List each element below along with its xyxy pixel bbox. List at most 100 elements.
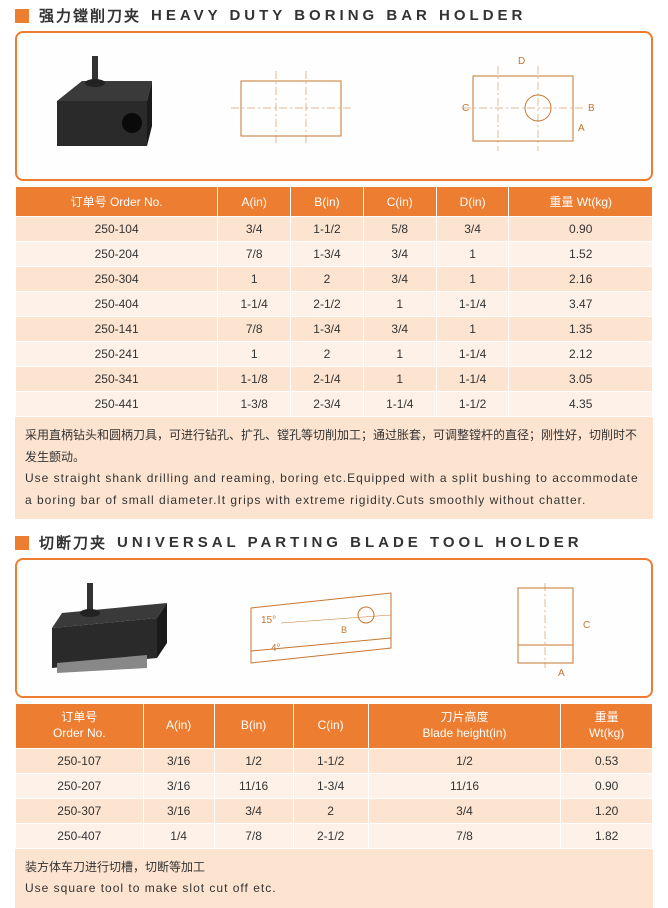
desc-en: Use straight shank drilling and reaming,…: [25, 468, 643, 511]
table-cell: 250-104: [16, 217, 218, 242]
table-cell: 2-1/2: [293, 823, 368, 848]
section1-desc: 采用直柄钻头和圆柄刀具，可进行钻孔、扩孔、镗孔等切削加工；通过胀套，可调整镗杆的…: [15, 417, 653, 519]
svg-text:A: A: [578, 123, 585, 134]
table-cell: 250-204: [16, 242, 218, 267]
table-header: C(in): [363, 187, 436, 217]
table-cell: 1-1/8: [218, 367, 291, 392]
table-header: A(in): [218, 187, 291, 217]
table-cell: 3/4: [363, 242, 436, 267]
table-cell: 250-404: [16, 292, 218, 317]
section2-header: 切断刀夹 UNIVERSAL PARTING BLADE TOOL HOLDER: [0, 527, 668, 558]
section1-title-en: HEAVY DUTY BORING BAR HOLDER: [151, 7, 526, 24]
svg-text:C: C: [583, 620, 590, 631]
svg-text:D: D: [518, 56, 525, 67]
table-cell: 1.52: [509, 242, 653, 267]
table-cell: 3.05: [509, 367, 653, 392]
table-row: 250-4071/47/82-1/27/81.82: [16, 823, 653, 848]
table-cell: 1-3/8: [218, 392, 291, 417]
table-cell: 1: [436, 267, 509, 292]
table-cell: 2-3/4: [291, 392, 364, 417]
table-cell: 1-3/4: [291, 242, 364, 267]
table-row: 250-304123/412.16: [16, 267, 653, 292]
table-cell: 7/8: [214, 823, 293, 848]
desc-en: Use square tool to make slot cut off etc…: [25, 878, 643, 900]
svg-text:15°: 15°: [261, 615, 276, 626]
tech-drawing-1: D B A C: [177, 43, 641, 169]
table-cell: 5/8: [363, 217, 436, 242]
table-header: 重量 Wt(kg): [509, 187, 653, 217]
svg-text:4°: 4°: [271, 643, 281, 654]
table-cell: 1.35: [509, 317, 653, 342]
section1-title-cn: 强力镗削刀夹: [39, 5, 141, 26]
table-cell: 1/2: [368, 748, 561, 773]
table-cell: 1-1/2: [291, 217, 364, 242]
table-cell: 4.35: [509, 392, 653, 417]
table-cell: 2: [293, 798, 368, 823]
table-cell: 3/4: [214, 798, 293, 823]
table-cell: 250-107: [16, 748, 144, 773]
table-cell: 3/4: [363, 317, 436, 342]
table-cell: 1-1/4: [436, 367, 509, 392]
svg-text:B: B: [588, 103, 595, 114]
section1-table: 订单号 Order No.A(in)B(in)C(in)D(in)重量 Wt(k…: [15, 186, 653, 417]
table-cell: 2-1/4: [291, 367, 364, 392]
table-cell: 1-1/4: [436, 342, 509, 367]
table-row: 250-4041-1/42-1/211-1/43.47: [16, 292, 653, 317]
table-cell: 1: [363, 367, 436, 392]
section2-title-en: UNIVERSAL PARTING BLADE TOOL HOLDER: [117, 534, 583, 551]
section2-table: 订单号Order No.A(in)B(in)C(in)刀片高度Blade hei…: [15, 703, 653, 848]
table-cell: 11/16: [214, 773, 293, 798]
svg-text:B: B: [341, 625, 347, 635]
table-cell: 3/16: [143, 773, 214, 798]
table-cell: 1-3/4: [293, 773, 368, 798]
section1-header: 强力镗削刀夹 HEAVY DUTY BORING BAR HOLDER: [0, 0, 668, 31]
table-cell: 250-307: [16, 798, 144, 823]
bullet-icon: [15, 9, 29, 23]
table-header: D(in): [436, 187, 509, 217]
table-row: 250-3411-1/82-1/411-1/43.05: [16, 367, 653, 392]
table-cell: 1-3/4: [291, 317, 364, 342]
desc-cn: 采用直柄钻头和圆柄刀具，可进行钻孔、扩孔、镗孔等切削加工；通过胀套，可调整镗杆的…: [25, 425, 643, 468]
table-cell: 3/16: [143, 798, 214, 823]
table-cell: 7/8: [368, 823, 561, 848]
table-cell: 2: [291, 342, 364, 367]
table-cell: 2: [291, 267, 364, 292]
table-cell: 0.90: [509, 217, 653, 242]
table-row: 250-2073/1611/161-3/411/160.90: [16, 773, 653, 798]
table-cell: 1-1/4: [218, 292, 291, 317]
table-row: 250-1043/41-1/25/83/40.90: [16, 217, 653, 242]
table-row: 250-2411211-1/42.12: [16, 342, 653, 367]
table-header: 重量Wt(kg): [561, 704, 653, 748]
table-cell: 7/8: [218, 317, 291, 342]
bullet-icon: [15, 536, 29, 550]
table-cell: 1/4: [143, 823, 214, 848]
table-cell: 0.90: [561, 773, 653, 798]
table-cell: 3/4: [368, 798, 561, 823]
section1-diagram: D B A C: [15, 31, 653, 181]
table-cell: 2-1/2: [291, 292, 364, 317]
table-cell: 1-1/2: [293, 748, 368, 773]
table-cell: 11/16: [368, 773, 561, 798]
table-cell: 3/16: [143, 748, 214, 773]
table-cell: 250-207: [16, 773, 144, 798]
table-cell: 2.16: [509, 267, 653, 292]
table-cell: 1.82: [561, 823, 653, 848]
table-cell: 3/4: [218, 217, 291, 242]
desc-cn: 装方体车刀进行切槽，切断等加工: [25, 857, 643, 879]
section2-desc: 装方体车刀进行切槽，切断等加工 Use square tool to make …: [15, 849, 653, 908]
table-cell: 250-407: [16, 823, 144, 848]
table-cell: 1: [363, 342, 436, 367]
table-cell: 1: [363, 292, 436, 317]
table-row: 250-1073/161/21-1/21/20.53: [16, 748, 653, 773]
table-header: 订单号Order No.: [16, 704, 144, 748]
table-cell: 3/4: [363, 267, 436, 292]
table-cell: 1: [218, 267, 291, 292]
table-header: 订单号 Order No.: [16, 187, 218, 217]
table-cell: 2.12: [509, 342, 653, 367]
table-cell: 1: [436, 242, 509, 267]
product-photo-1: [27, 46, 177, 166]
tech-drawing-2: 15° 4° B C A: [177, 570, 641, 686]
product-photo-2: [27, 568, 177, 688]
svg-text:A: A: [558, 668, 565, 679]
table-cell: 250-141: [16, 317, 218, 342]
